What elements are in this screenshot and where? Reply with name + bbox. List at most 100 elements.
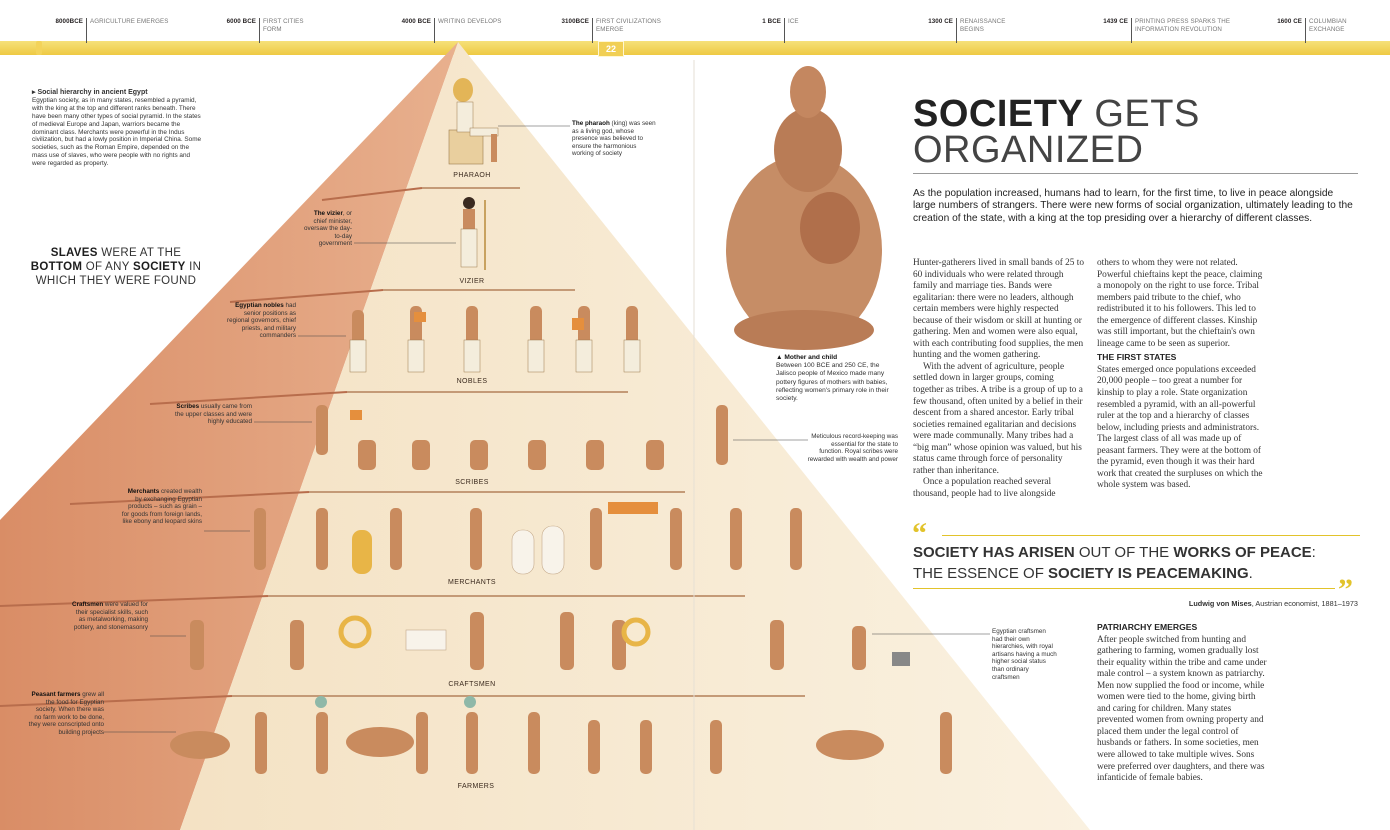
quote-part: : (1311, 544, 1316, 561)
slaves-quote-part: WHICH THEY WERE FOUND (35, 275, 197, 287)
body-column-1: Hunter-gatherers lived in small bands of… (913, 258, 1084, 500)
timeline-date: 1600 CE (1277, 18, 1302, 25)
tier-label-vizier: VIZIER (459, 278, 485, 285)
quote-part: SOCIETY IS PEACEMAKING (1048, 565, 1249, 582)
pharaoh-figure (448, 78, 499, 165)
title-thin: GETS (1083, 93, 1200, 135)
timeline-label: COLUMBIAN EXCHANGE (1309, 18, 1347, 33)
timeline-tick (1305, 18, 1306, 43)
quote-rule-top (942, 535, 1360, 536)
slaves-quote-part: WERE AT THE (97, 247, 182, 259)
slaves-quote-part: SLAVES (50, 247, 98, 259)
caption-text: grew all the food for Egyptian society. … (28, 691, 104, 736)
subheading-first-states: THE FIRST STATES (1097, 352, 1177, 363)
timeline-bar (0, 41, 1390, 55)
tier-label-craftsmen: CRAFTSMEN (448, 681, 496, 688)
quote-part: SOCIETY HAS ARISEN (913, 544, 1075, 561)
caption-scribes-right: Meticulous record-keeping was essential … (807, 433, 898, 463)
merchants-figures (254, 508, 802, 570)
timeline-tick (592, 18, 593, 43)
pyramid-side-face (0, 42, 458, 830)
tier-label-merchants: MERCHANTS (448, 579, 496, 586)
quote-author-desc: , Austrian economist, 1881–1973 (1251, 599, 1358, 608)
quote-part: THE ESSENCE OF (913, 565, 1049, 582)
timeline-label: RENAISSANCE BEGINS (960, 18, 1006, 33)
quote-author: Ludwig von Mises (1188, 599, 1252, 608)
body-column-2: others to whom they were not related. Po… (1097, 258, 1268, 492)
scribes-figures (316, 405, 728, 470)
timeline-tick (1131, 18, 1132, 43)
timeline-label: FIRST CIVILIZATIONS EMERGE (596, 18, 661, 33)
caption-nobles: Egyptian nobles had senior positions as … (226, 302, 296, 340)
body-paragraph: States emerged once populations exceeded… (1097, 364, 1263, 491)
caption-merchants: Merchants created wealth by exchanging E… (120, 488, 202, 526)
timeline-date: 6000 BCE (226, 18, 256, 25)
page-title: SOCIETY GETS ORGANIZED (913, 93, 1253, 171)
sidebar-heading: ▸ Social hierarchy in ancient Egypt (32, 89, 148, 96)
caption-bold: Craftsmen (72, 601, 104, 608)
subheading-patriarchy: PATRIARCHY EMERGES (1097, 622, 1198, 632)
quote-part: WORKS OF PEACE (1173, 544, 1312, 561)
caption-bold: Egyptian nobles (235, 302, 284, 309)
timeline-date: 1300 CE (928, 18, 953, 25)
close-quote-mark: ” (1338, 573, 1353, 606)
patriarchy-section: PATRIARCHY EMERGES After people switched… (1097, 620, 1268, 785)
vizier-figure (460, 197, 486, 270)
quote-line-2: THE ESSENCE OF SOCIETY IS PEACEMAKING. (913, 564, 1373, 584)
craftsmen-figures (190, 612, 866, 670)
sidebar-social-hierarchy: ▸ Social hierarchy in ancient Egypt Egyp… (32, 89, 202, 168)
slaves-pull-quote: SLAVES WERE AT THE BOTTOM OF ANY SOCIETY… (30, 246, 202, 288)
timeline-tick (784, 18, 785, 43)
tier-label-scribes: SCRIBES (455, 479, 489, 486)
title-thin: ORGANIZED (913, 129, 1144, 171)
sidebar-text: Egyptian society, as in many states, res… (32, 96, 202, 168)
timeline-label: PRINTING PRESS SPARKS THE INFORMATION RE… (1135, 18, 1231, 33)
body-paragraph: Hunter-gatherers lived in small bands of… (913, 258, 1084, 361)
title-bold: SOCIETY (913, 93, 1084, 135)
timeline-label: WRITING DEVELOPS (438, 18, 502, 25)
body-paragraph: others to whom they were not related. Po… (1097, 258, 1263, 349)
caption-text: created wealth by exchanging Egyptian pr… (121, 488, 202, 526)
title-rule (913, 173, 1358, 174)
intro-paragraph: As the population increased, humans had … (913, 188, 1353, 224)
caption-craftsmen: Craftsmen were valued for their speciali… (70, 601, 148, 631)
body-paragraph: After people switched from hunting and g… (1097, 634, 1267, 784)
slaves-quote-part: SOCIETY (132, 261, 186, 273)
slaves-quote-part: IN (185, 261, 202, 273)
timeline-tick (86, 18, 87, 43)
page-number: 22 (598, 41, 624, 57)
body-paragraph: With the advent of agriculture, people s… (913, 361, 1083, 476)
caption-pharaoh: The pharaoh (king) was seen as a living … (572, 120, 656, 158)
timeline-tick (956, 18, 957, 43)
mother-child-heading: ▲ Mother and child (776, 354, 838, 361)
caption-text: , or chief minister, oversaw the day-to-… (304, 210, 352, 248)
caption-bold: The vizier (313, 210, 343, 217)
quote-line-1: SOCIETY HAS ARISEN OUT OF THE WORKS OF P… (913, 543, 1373, 563)
caption-text: (king) was seen as a living god, whose p… (572, 120, 656, 158)
tier-label-pharaoh: PHARAOH (453, 172, 491, 179)
slaves-quote-part: BOTTOM (30, 261, 83, 273)
caption-bold: The pharaoh (572, 120, 610, 127)
tier-label-nobles: NOBLES (456, 378, 488, 385)
timeline-date: 1 BCE (762, 18, 781, 25)
mother-child-sculpture (726, 66, 882, 350)
caption-vizier: The vizier, or chief minister, oversaw t… (302, 210, 352, 248)
timeline-date: 8000BCE (55, 18, 83, 25)
mother-child-text: Between 100 BCE and 250 CE, the Jalisco … (776, 362, 889, 403)
quote-source: Ludwig von Mises, Austrian economist, 18… (1189, 599, 1358, 608)
timeline-date: 1439 CE (1103, 18, 1128, 25)
caption-text: usually came from the upper classes and … (174, 403, 252, 426)
caption-farmers: Peasant farmers grew all the food for Eg… (28, 691, 104, 737)
timeline-label: ICE (788, 18, 799, 25)
caption-bold: Merchants (127, 488, 160, 495)
timeline-date: 3100BCE (561, 18, 589, 25)
quote-rule-bottom (913, 588, 1335, 589)
open-quote-mark: “ (912, 517, 927, 550)
timeline-tick (434, 18, 435, 43)
tier-label-farmers: FARMERS (457, 783, 495, 790)
mother-child-caption: ▲ Mother and child Between 100 BCE and 2… (776, 354, 898, 403)
timeline-label: AGRICULTURE EMERGES (90, 18, 169, 25)
timeline-cap (36, 41, 42, 55)
caption-bold: Scribes (176, 403, 200, 410)
